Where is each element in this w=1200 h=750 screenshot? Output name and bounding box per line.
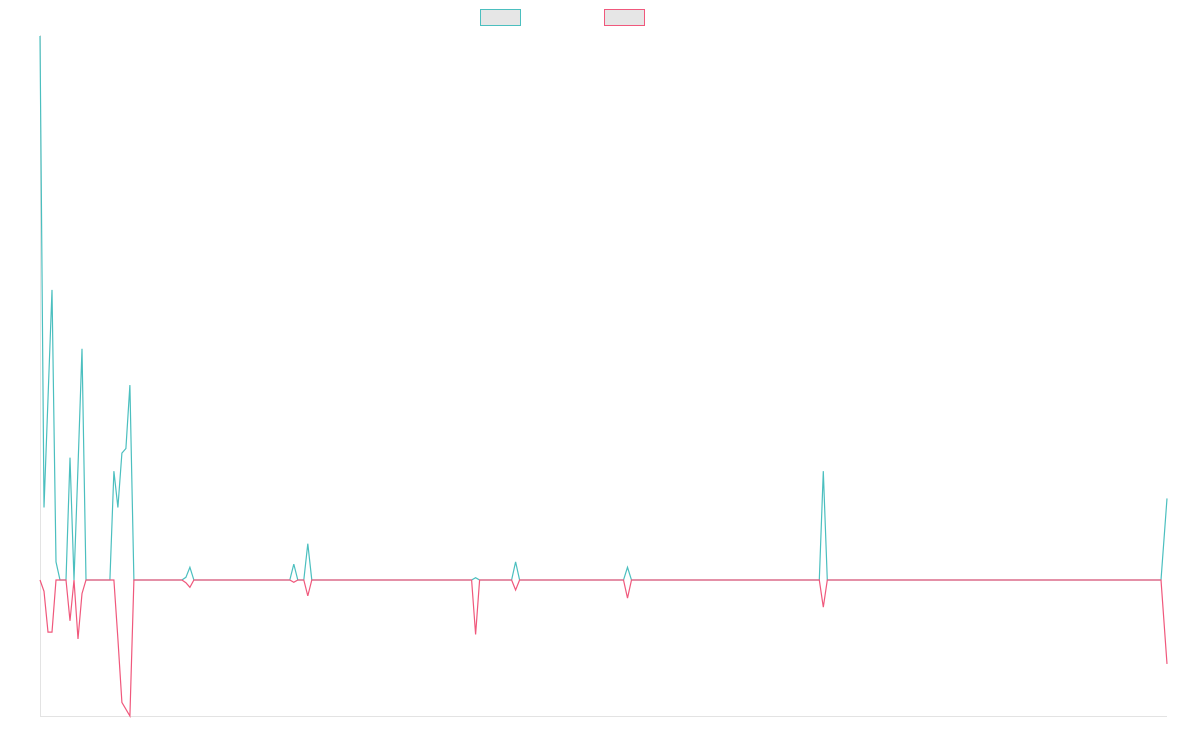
axes: [40, 35, 1167, 717]
series-b-line: [39, 579, 1168, 719]
legend-swatch-series-b[interactable]: [604, 9, 645, 26]
legend: [480, 9, 645, 26]
series-a-line: [39, 35, 1168, 581]
plot-area: [39, 35, 1168, 719]
legend-swatch-series-a[interactable]: [480, 9, 521, 26]
